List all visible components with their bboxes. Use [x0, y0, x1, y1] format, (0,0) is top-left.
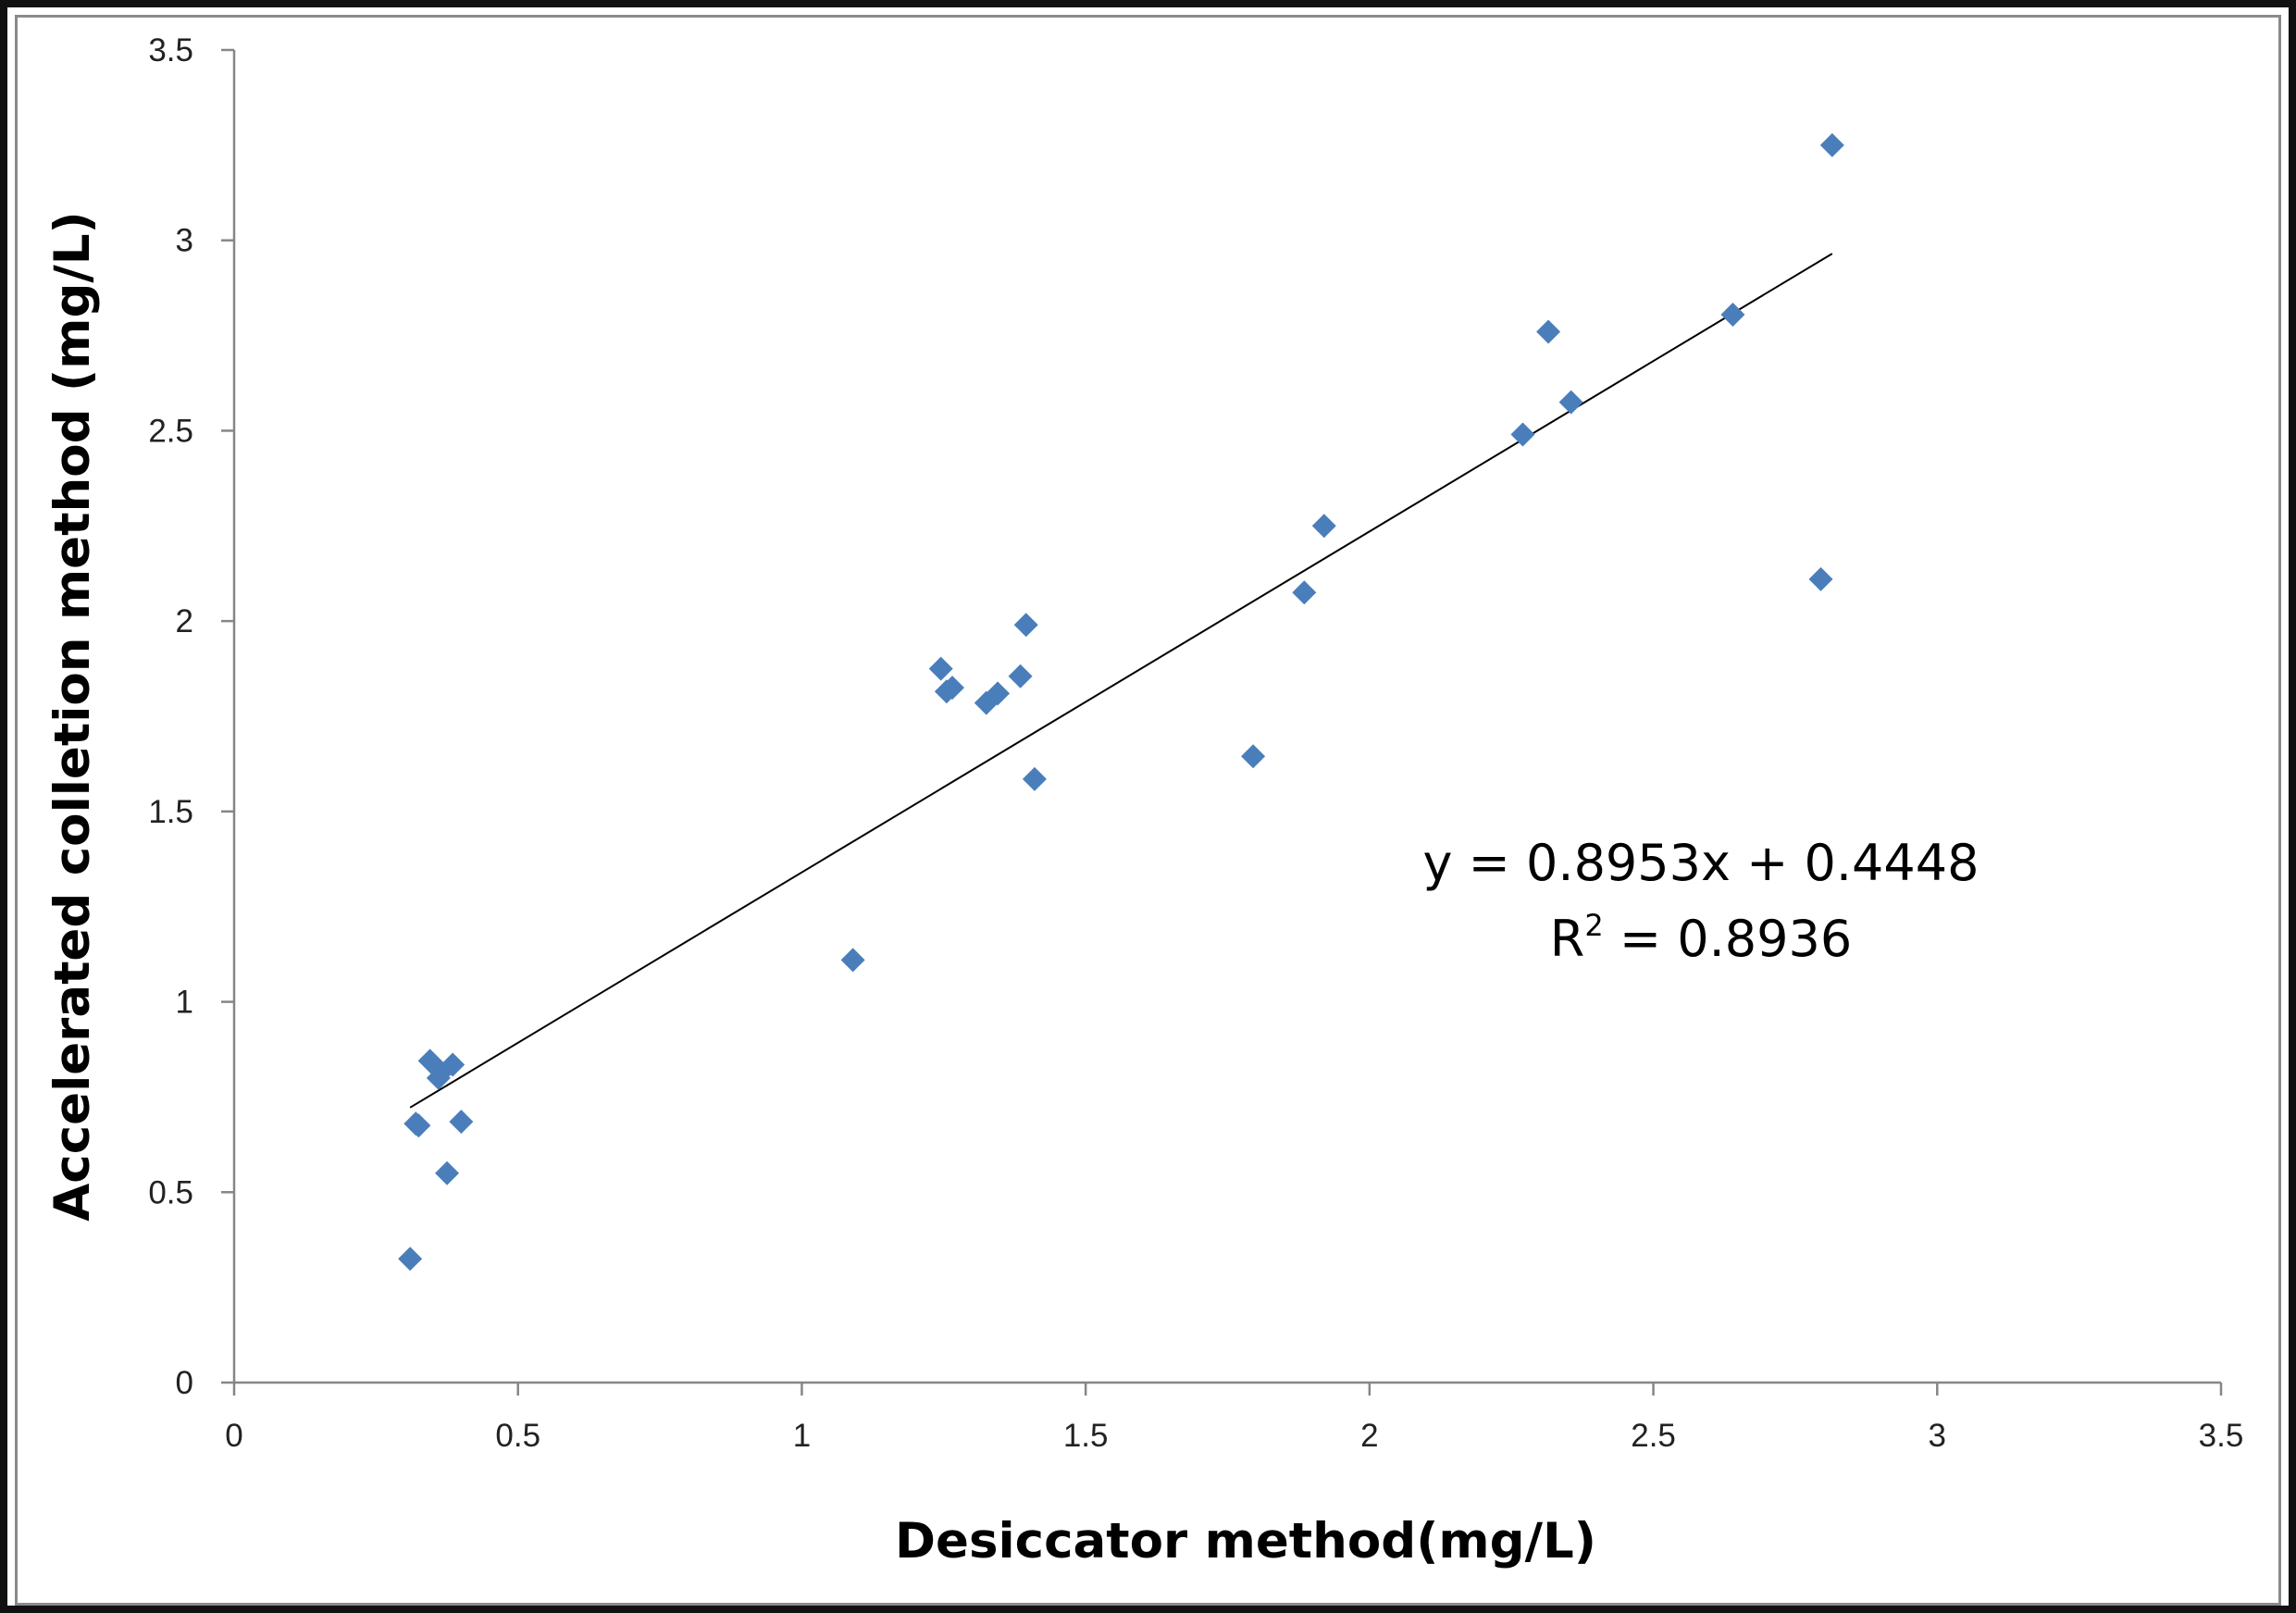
chart-frame-inner [15, 15, 2281, 1606]
data-point [406, 1113, 431, 1138]
x-axis-ticks: 0 0.5 1 1.5 2 2.5 3 3.5 [225, 1383, 2243, 1454]
trendline-equation: y = 0.8953x + 0.4448 [1423, 834, 1980, 892]
data-point [1241, 744, 1266, 769]
data-point [1008, 664, 1033, 689]
x-axis-title: Desiccator method(mg/L) [895, 1513, 1596, 1570]
y-tick-label: 3 [176, 223, 193, 259]
data-point [441, 1052, 465, 1077]
data-point [1022, 766, 1047, 791]
data-point [449, 1110, 474, 1135]
data-point [928, 656, 953, 681]
y-tick-label: 0.5 [148, 1174, 193, 1210]
y-tick-label: 2 [176, 603, 193, 639]
x-tick-label: 2.5 [1631, 1418, 1676, 1454]
x-tick-label: 3 [1929, 1418, 1946, 1454]
data-point [1311, 514, 1336, 539]
x-tick-label: 3.5 [2199, 1418, 2244, 1454]
data-point [1558, 390, 1583, 415]
data-point [1536, 319, 1561, 344]
y-tick-label: 0 [176, 1365, 193, 1401]
r-squared-superscript: 2 [1584, 908, 1603, 943]
x-tick-label: 0 [225, 1418, 242, 1454]
data-point [986, 681, 1011, 706]
data-point [1808, 566, 1833, 591]
x-tick-label: 1 [793, 1418, 811, 1454]
data-point [939, 676, 964, 701]
trendline [409, 253, 1833, 1109]
data-point [398, 1247, 423, 1272]
data-point [435, 1160, 460, 1185]
data-points [398, 132, 1844, 1272]
data-point [1720, 302, 1745, 327]
y-axis-title: Accelerated colletion method (mg/L) [44, 211, 101, 1221]
y-axis-ticks: 0 0.5 1 1.5 2 2.5 3 3.5 [148, 32, 234, 1401]
x-tick-label: 2 [1360, 1418, 1378, 1454]
r-squared-letter: R [1550, 910, 1585, 968]
x-tick-label: 0.5 [495, 1418, 540, 1454]
data-point [1292, 580, 1317, 605]
y-tick-label: 1 [176, 985, 193, 1021]
data-point [1510, 422, 1535, 447]
data-point [1819, 132, 1844, 157]
data-point [840, 948, 865, 973]
r-squared-value: = 0.8936 [1604, 910, 1853, 968]
y-tick-label: 3.5 [148, 32, 193, 68]
y-tick-label: 2.5 [148, 413, 193, 449]
trendline-layer [409, 253, 1833, 1109]
r-squared-label: R2 = 0.8936 [1550, 908, 1852, 968]
axes [232, 50, 2221, 1384]
x-tick-label: 1.5 [1063, 1418, 1109, 1454]
data-point [1013, 613, 1038, 638]
y-tick-label: 1.5 [148, 794, 193, 830]
